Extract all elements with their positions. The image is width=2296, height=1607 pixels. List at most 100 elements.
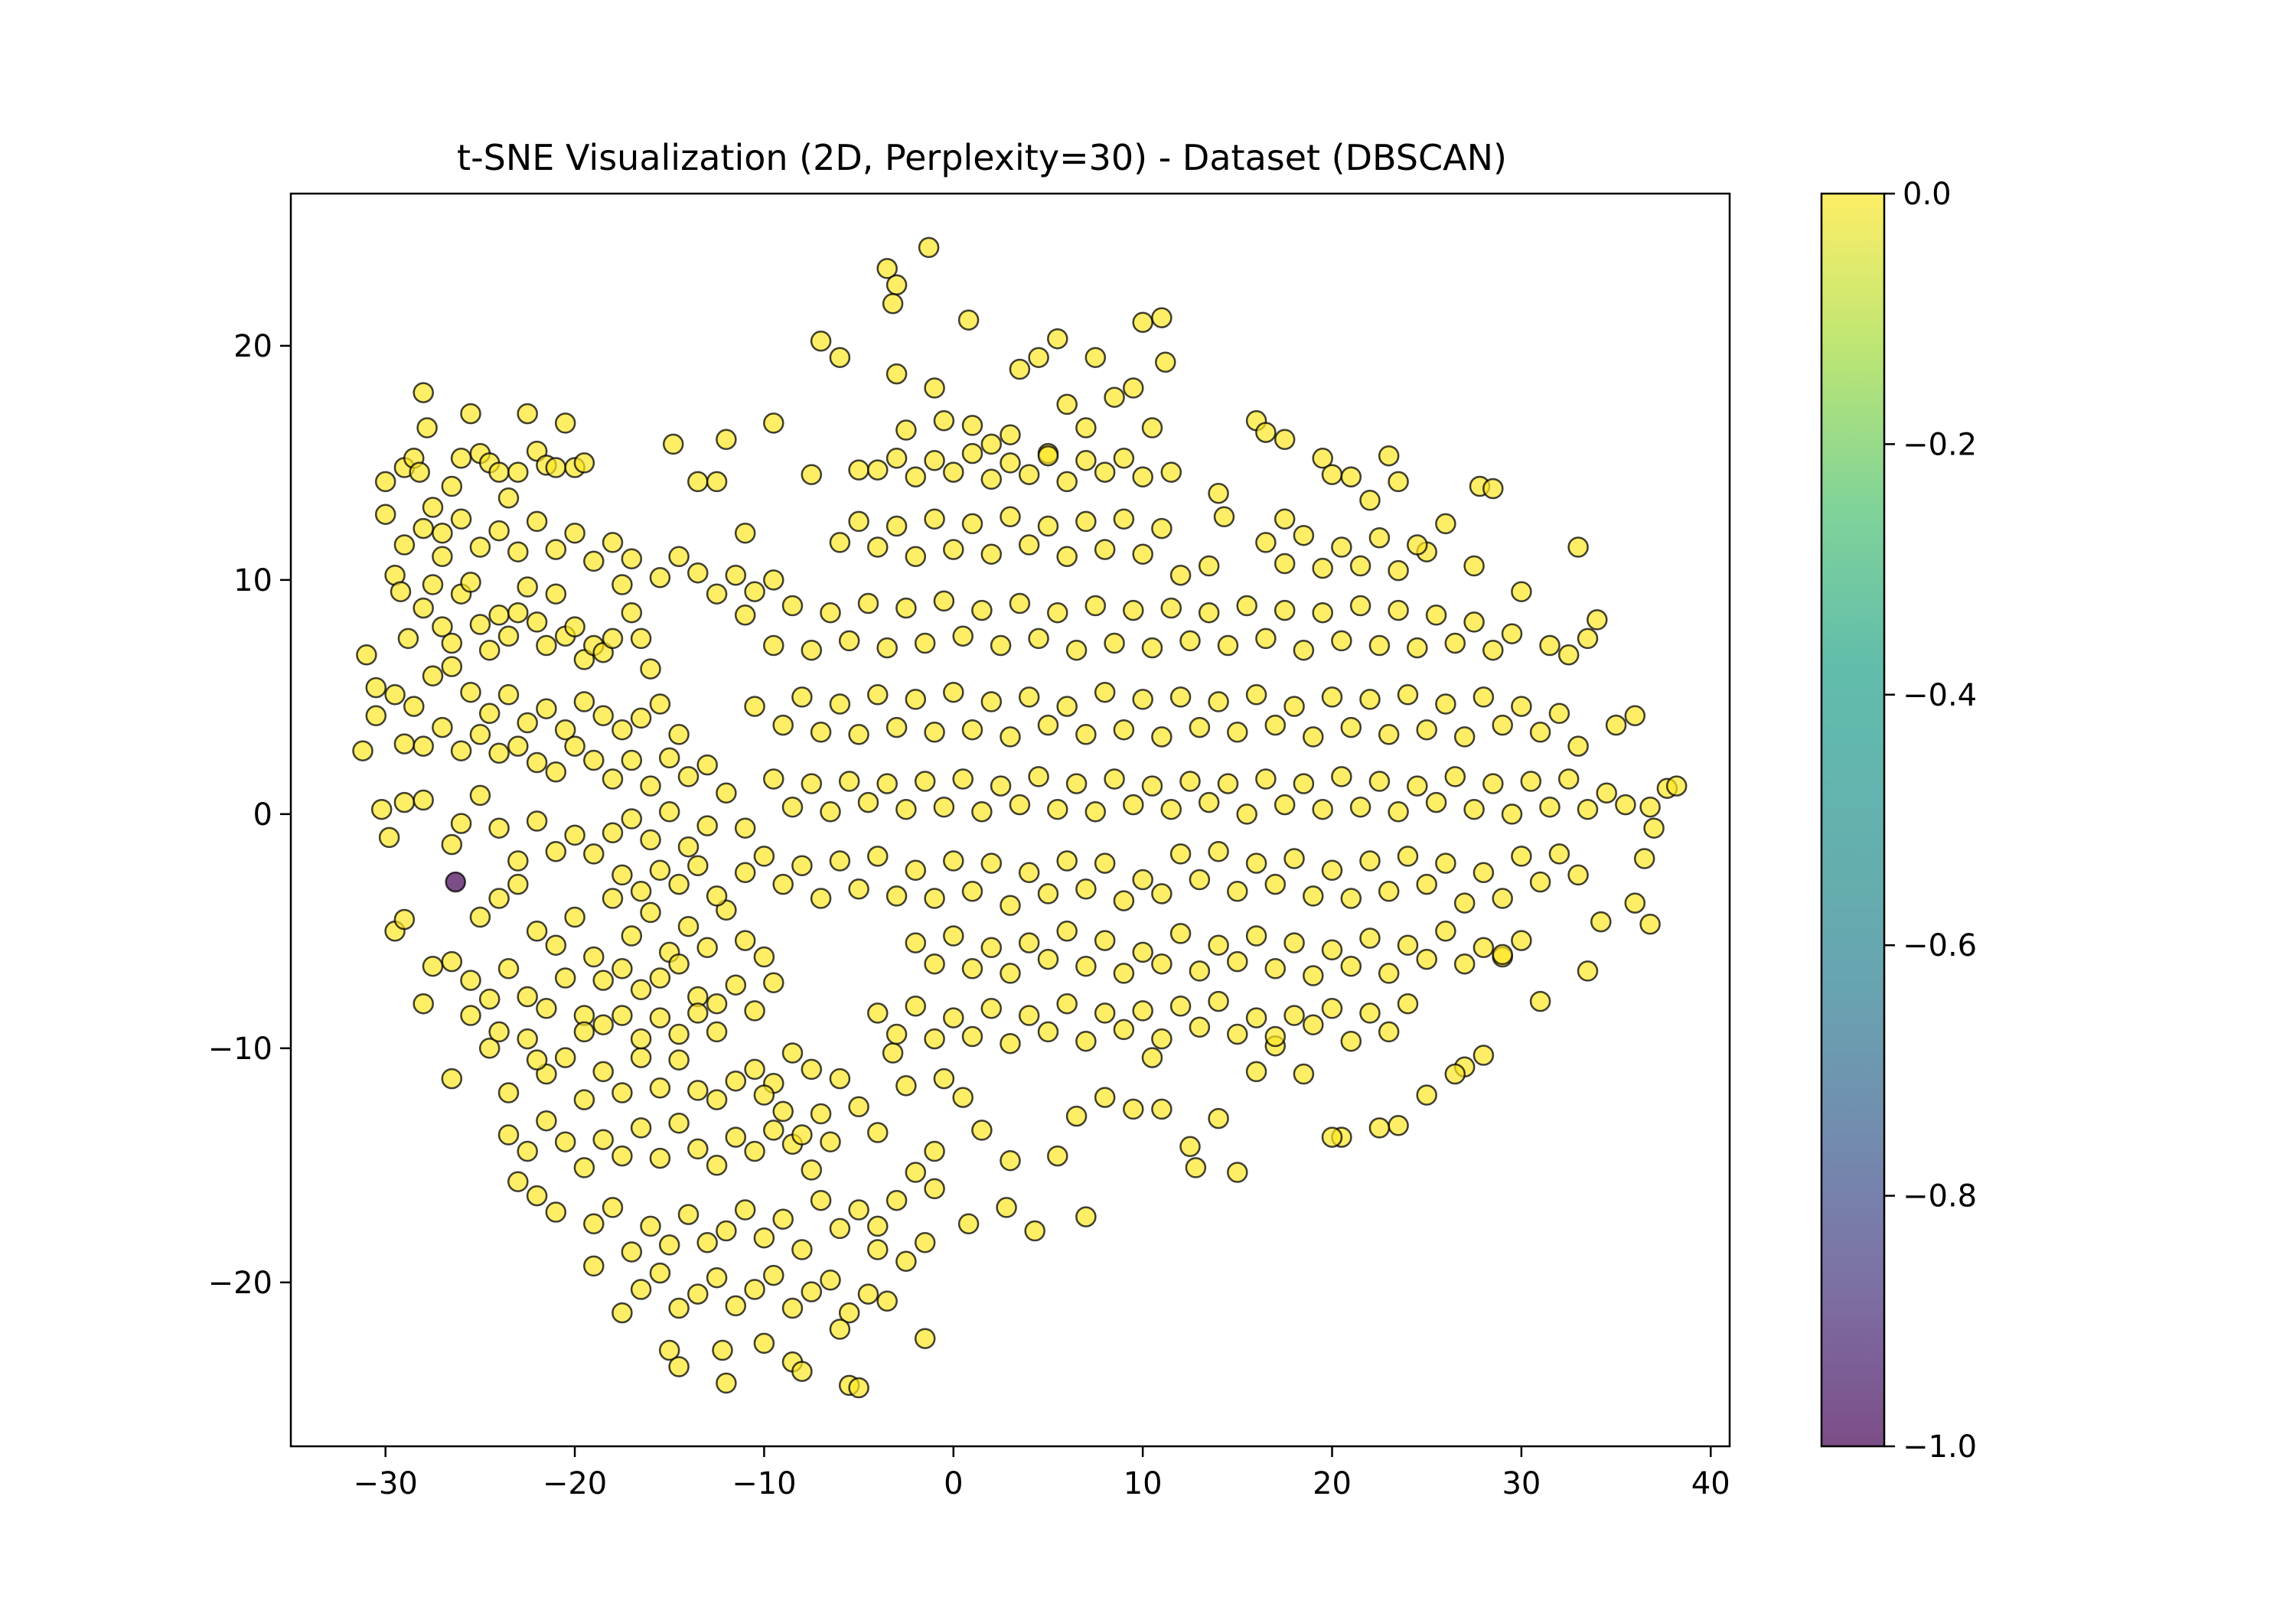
cluster-point	[1084, 347, 1107, 368]
cluster-point	[469, 724, 491, 745]
cluster-point	[1340, 888, 1362, 909]
cluster-point	[640, 829, 661, 851]
cluster-point	[668, 1049, 690, 1071]
cluster-point	[649, 693, 671, 715]
cluster-point	[829, 1217, 851, 1240]
cluster-point	[829, 693, 851, 715]
cluster-point	[1037, 714, 1059, 736]
cluster-point	[1548, 843, 1570, 865]
cluster-point	[1113, 1019, 1135, 1041]
cluster-point	[1018, 862, 1040, 884]
cluster-point	[413, 993, 434, 1015]
cluster-point	[640, 901, 661, 924]
cluster-point	[1151, 517, 1172, 539]
cluster-point	[971, 801, 993, 823]
cluster-point	[1255, 627, 1277, 650]
cluster-point	[1151, 726, 1172, 748]
cluster-point	[668, 1356, 690, 1377]
cluster-point	[1283, 932, 1305, 953]
cluster-point	[526, 1185, 548, 1207]
cluster-point	[1539, 796, 1561, 818]
cluster-point	[612, 1082, 633, 1103]
cluster-point	[1000, 895, 1021, 916]
cluster-point	[848, 1096, 869, 1118]
cluster-point	[450, 813, 472, 834]
cluster-point	[1511, 930, 1532, 951]
cluster-point	[1473, 686, 1495, 708]
cluster-point	[848, 459, 869, 481]
cluster-point	[1444, 1063, 1466, 1085]
cluster-point	[621, 548, 643, 570]
cluster-point	[621, 601, 643, 624]
cluster-point	[829, 532, 851, 553]
cluster-point	[696, 815, 718, 836]
cluster-point	[1407, 534, 1428, 556]
y-axis: −20 −10 0 10 20	[208, 329, 291, 1301]
cluster-point	[1312, 601, 1333, 624]
cluster-point	[924, 1178, 945, 1200]
cluster-point	[630, 1047, 652, 1068]
cluster-point	[1217, 634, 1239, 657]
cluster-point	[649, 567, 671, 588]
cluster-point	[668, 1023, 690, 1045]
cluster-point	[1141, 637, 1163, 659]
cluster-point	[1482, 639, 1504, 661]
cluster-point	[583, 1213, 605, 1235]
cluster-point	[876, 637, 898, 659]
cluster-point	[1274, 599, 1296, 621]
cluster-point	[1179, 630, 1201, 652]
cluster-point	[791, 1124, 813, 1146]
cluster-point	[1293, 773, 1315, 794]
cluster-point	[1018, 1005, 1040, 1026]
cluster-point	[1075, 724, 1097, 745]
cluster-point	[1065, 639, 1088, 661]
cluster-point	[478, 988, 501, 1010]
cluster-point	[716, 1220, 737, 1242]
cluster-point	[725, 1295, 747, 1317]
cluster-point	[621, 749, 643, 771]
cluster-point	[1359, 927, 1381, 949]
cluster-point	[744, 1000, 765, 1022]
cluster-point	[744, 696, 765, 717]
cluster-point	[1227, 1023, 1248, 1045]
cluster-point	[374, 471, 396, 493]
cluster-point	[744, 1058, 765, 1081]
cluster-point	[882, 1042, 904, 1064]
cluster-point	[848, 878, 869, 900]
cluster-point	[961, 415, 983, 436]
cluster-point	[1056, 993, 1078, 1015]
cluster-point	[677, 1204, 700, 1225]
cluster-point	[554, 1047, 576, 1068]
cluster-point	[763, 569, 784, 591]
cluster-point	[725, 1070, 747, 1092]
cluster-point	[545, 761, 567, 783]
cluster-point	[980, 543, 1003, 565]
cluster-point	[432, 546, 453, 568]
cluster-point	[905, 689, 927, 710]
cluster-point	[716, 1372, 737, 1394]
noise-point	[445, 871, 466, 893]
cluster-point	[1463, 555, 1485, 577]
cluster-point	[1104, 386, 1125, 408]
cluster-point	[1000, 1149, 1021, 1172]
cluster-point	[1056, 850, 1078, 872]
cluster-point	[517, 1028, 538, 1050]
cluster-point	[882, 293, 904, 315]
cluster-point	[1274, 429, 1296, 451]
cluster-point	[1577, 960, 1599, 982]
cluster-point	[961, 719, 983, 741]
cluster-point	[658, 1234, 680, 1256]
cluster-point	[564, 522, 585, 544]
cluster-point	[961, 1025, 983, 1048]
cluster-point	[1104, 768, 1125, 790]
cluster-point	[1665, 775, 1688, 797]
cluster-point	[706, 1089, 728, 1110]
cluster-point	[810, 722, 832, 743]
cluster-point	[393, 534, 416, 556]
cluster-point	[772, 714, 794, 736]
cluster-point	[838, 771, 860, 792]
cluster-point	[497, 1082, 520, 1103]
cluster-point	[961, 442, 983, 464]
cluster-point	[867, 459, 889, 481]
cluster-point	[857, 592, 879, 614]
